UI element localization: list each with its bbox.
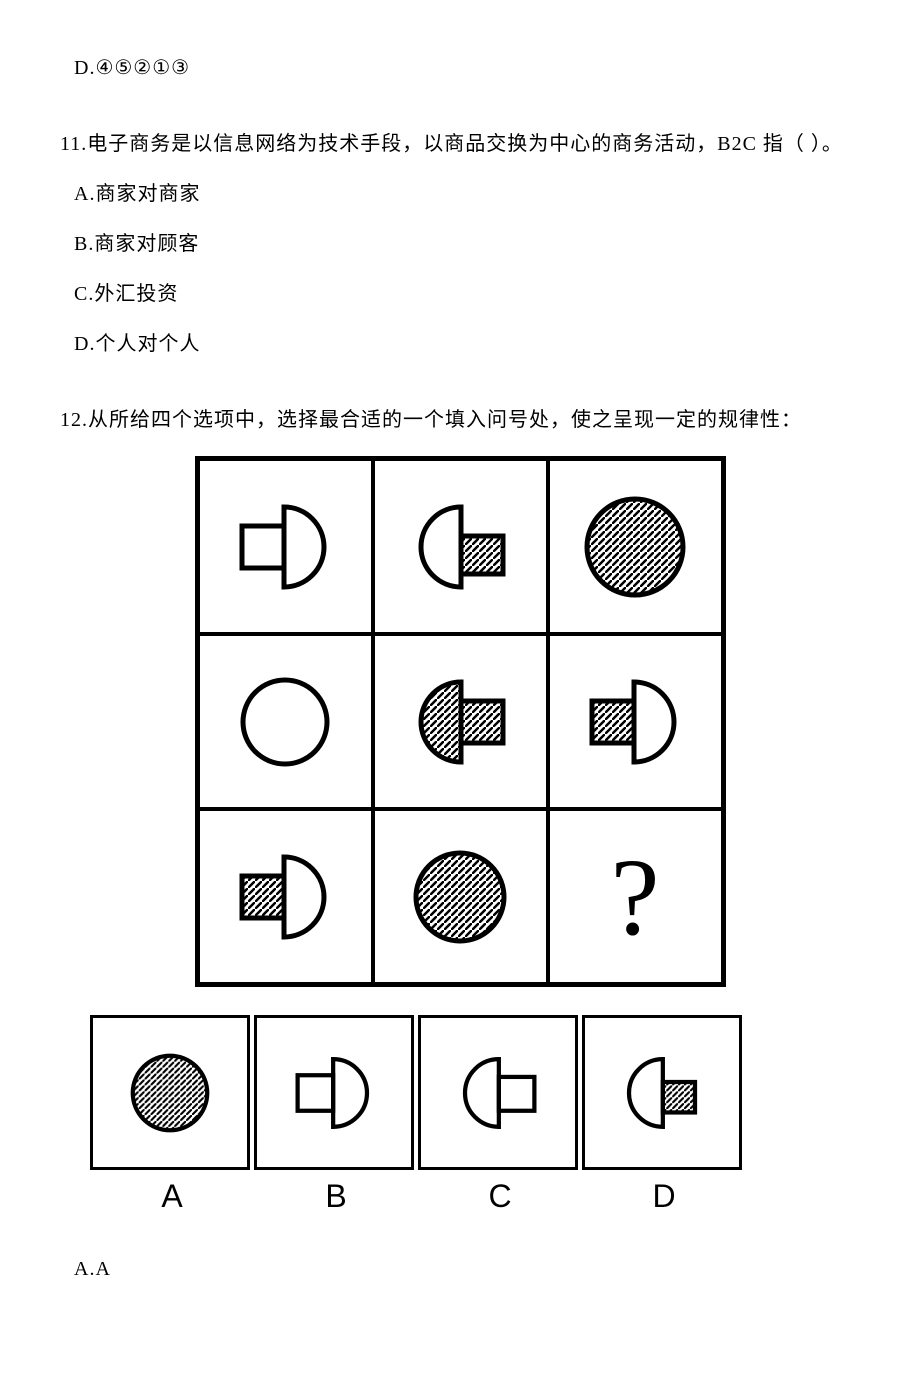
grid-cell-1-3 (548, 459, 723, 634)
option-label-b: B (254, 1178, 418, 1215)
option-label-c: C (418, 1178, 582, 1215)
shape-square-halfright-sq-hatched (570, 657, 700, 787)
q11-option-c: C.外汇投资 (60, 276, 860, 312)
grid-cell-3-1 (198, 809, 373, 984)
option-box-d (582, 1015, 742, 1170)
q12-option-labels: A B C D (90, 1178, 860, 1215)
q12-options-row (90, 1015, 860, 1170)
option-d-shape (607, 1038, 717, 1148)
shape-square-halfright-sq-hatched-2 (220, 832, 350, 962)
q12-answer-a: A.A (60, 1251, 860, 1287)
option-c-shape (443, 1038, 553, 1148)
option-label-d: D (582, 1178, 746, 1215)
option-a-shape (115, 1038, 225, 1148)
grid-cell-1-1 (198, 459, 373, 634)
option-box-c (418, 1015, 578, 1170)
q12-grid-container: ? (60, 456, 860, 987)
option-box-b (254, 1015, 414, 1170)
q11-stem: 11.电子商务是以信息网络为技术手段，以商品交换为中心的商务活动，B2C 指（ … (60, 126, 860, 162)
question-mark: ? (611, 842, 660, 952)
option-b-shape (279, 1038, 389, 1148)
q11-option-b: B.商家对顾客 (60, 226, 860, 262)
grid-cell-2-3 (548, 634, 723, 809)
shape-halfleft-square-both-hatched (395, 657, 525, 787)
grid-cell-2-2 (373, 634, 548, 809)
q11-option-a: A.商家对商家 (60, 176, 860, 212)
shape-circle-hatched (570, 482, 700, 612)
shape-halfleft-square (395, 482, 525, 612)
option-box-a (90, 1015, 250, 1170)
q10-option-d: D.④⑤②①③ (60, 50, 860, 86)
grid-cell-2-1 (198, 634, 373, 809)
grid-cell-3-2 (373, 809, 548, 984)
q12-grid: ? (195, 456, 726, 987)
shape-circle (220, 657, 350, 787)
q12-stem: 12.从所给四个选项中，选择最合适的一个填入问号处，使之呈现一定的规律性： (60, 402, 860, 438)
q11-option-d: D.个人对个人 (60, 326, 860, 362)
grid-cell-1-2 (373, 459, 548, 634)
grid-cell-3-3: ? (548, 809, 723, 984)
shape-circle-hatched-2 (395, 832, 525, 962)
shape-square-halfright (220, 482, 350, 612)
option-label-a: A (90, 1178, 254, 1215)
